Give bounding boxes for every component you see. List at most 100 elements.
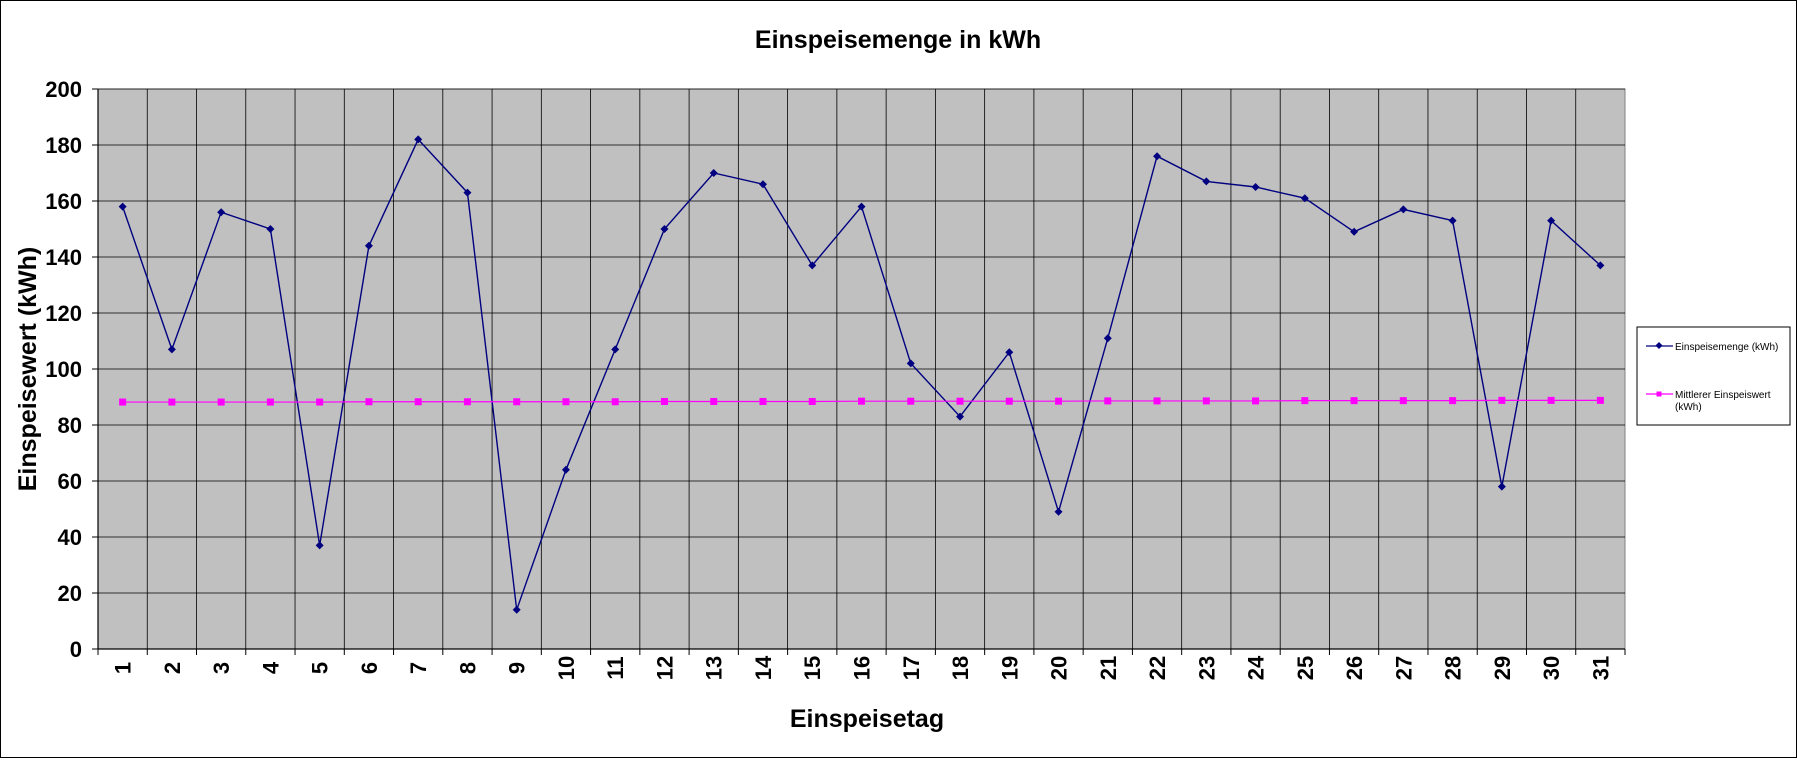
x-tick-label: 5 [308, 662, 333, 674]
data-point [1301, 397, 1309, 405]
series-mittlerer-einspeiswert [119, 396, 1604, 406]
x-tick-label: 25 [1293, 656, 1318, 680]
x-tick-label: 21 [1096, 656, 1121, 680]
x-axis-title: Einspeisetag [790, 705, 944, 733]
data-point [1449, 397, 1457, 405]
y-axis-title: Einspeisewert (kWh) [14, 247, 42, 492]
data-point [1054, 507, 1063, 516]
y-tick-label: 40 [58, 525, 82, 550]
chart-title: Einspeisemenge in kWh [755, 26, 1041, 54]
data-point [956, 412, 965, 421]
data-point [906, 359, 915, 368]
x-tick-label: 29 [1490, 656, 1515, 680]
data-point [660, 225, 669, 233]
x-tick-label: 31 [1588, 656, 1613, 680]
data-point [759, 397, 767, 405]
x-tick-label: 2 [160, 662, 185, 674]
x-tick-label: 30 [1539, 656, 1564, 680]
data-point [1202, 177, 1211, 186]
x-tick-label: 14 [751, 655, 776, 680]
legend-label-einspeisemenge: Einspeisemenge (kWh) [1675, 342, 1778, 353]
x-tick-label: 9 [505, 662, 530, 674]
data-point [1153, 152, 1162, 161]
data-point [907, 397, 915, 405]
x-tick-label: 17 [899, 656, 924, 680]
data-point [315, 541, 324, 550]
x-tick-label: 12 [652, 656, 677, 680]
x-tick-label: 1 [111, 662, 136, 674]
data-point [512, 605, 521, 614]
y-tick-label: 200 [45, 77, 82, 102]
data-point [266, 398, 274, 406]
x-tick-label: 10 [554, 656, 579, 680]
data-point [611, 345, 620, 354]
data-point [561, 465, 570, 474]
data-point [217, 398, 225, 406]
data-point [266, 225, 275, 233]
data-point [858, 397, 865, 405]
y-tick-label: 140 [45, 245, 82, 270]
x-tick-labels: 1 2 3 4 5 6 7 8 9 10 11 12 13 14 15 16 17 18 19 20 21 22 23 24 2… [111, 655, 1614, 680]
x-tick-label: 6 [357, 662, 382, 674]
data-point [167, 345, 176, 354]
x-tick-label: 28 [1441, 656, 1466, 680]
data-point [1448, 216, 1457, 225]
data-point [1498, 396, 1506, 404]
data-point [1103, 334, 1112, 343]
data-point [758, 180, 767, 189]
x-tick-label: 3 [209, 662, 234, 674]
data-point [414, 135, 423, 144]
legend-entry-mittlerer-einspeiswert: Mittlerer Einspeiswert (kWh) [1646, 390, 1771, 413]
x-tick-label: 27 [1391, 656, 1416, 680]
y-tick-label: 160 [45, 189, 82, 214]
legend-marker-mittlerer [1656, 391, 1662, 397]
x-tick-label: 13 [702, 656, 727, 680]
x-tick-label: 20 [1047, 656, 1072, 680]
data-point [414, 398, 422, 406]
data-point [1547, 396, 1555, 404]
legend-box [1636, 326, 1791, 426]
data-point [857, 202, 866, 211]
data-point [1153, 397, 1161, 405]
data-point [118, 202, 127, 211]
x-tick-label: 18 [948, 656, 973, 680]
y-tick-label: 100 [45, 357, 82, 382]
x-tick-label: 8 [455, 662, 480, 674]
series-einspeisemenge [118, 135, 1605, 614]
data-point [168, 398, 176, 406]
data-point [1104, 397, 1112, 405]
x-tick-label: 24 [1244, 655, 1269, 680]
data-point [1055, 397, 1063, 405]
x-tick-label: 22 [1145, 656, 1170, 680]
data-point [1350, 227, 1359, 236]
data-point [1399, 397, 1407, 405]
legend: Einspeisemenge (kWh) Mittlerer Einspeisw… [1636, 326, 1791, 426]
data-point [1399, 205, 1408, 214]
data-point [611, 398, 619, 406]
data-point [660, 397, 668, 405]
y-tick-label: 20 [58, 581, 82, 606]
data-point [1497, 482, 1506, 491]
x-tick-label: 15 [800, 656, 825, 680]
data-point [463, 188, 472, 197]
data-point [1350, 397, 1358, 405]
data-point [463, 398, 471, 406]
axes [92, 88, 1626, 655]
grid-lines [98, 88, 1625, 649]
data-point [808, 397, 816, 405]
data-point [1596, 396, 1604, 404]
data-point [710, 397, 718, 405]
x-tick-label: 7 [406, 662, 431, 674]
data-point [1202, 397, 1210, 405]
y-tick-label: 80 [58, 413, 82, 438]
x-tick-label: 23 [1194, 656, 1219, 680]
y-tick-label: 0 [70, 637, 82, 662]
data-point [562, 398, 570, 406]
data-point [364, 241, 373, 250]
y-tick-labels: 0 20 40 60 80 100 120 140 160 180 200 [45, 77, 82, 662]
x-tick-label: 4 [258, 661, 283, 674]
data-point [1252, 397, 1260, 405]
data-point [1596, 261, 1605, 270]
